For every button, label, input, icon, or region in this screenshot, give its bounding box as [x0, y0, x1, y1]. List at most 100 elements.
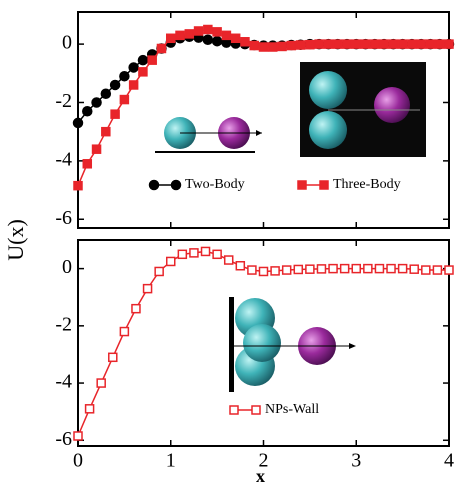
figure: -6-4-20U(x)Two-BodyThree-Body-6-4-200123…: [0, 0, 456, 485]
point: [111, 110, 119, 118]
point: [185, 30, 193, 38]
point: [213, 37, 222, 46]
point: [399, 265, 407, 273]
point: [120, 96, 128, 104]
point: [203, 35, 212, 44]
point: [120, 72, 129, 81]
point: [294, 265, 302, 273]
point: [341, 265, 349, 273]
point: [408, 40, 416, 48]
point: [92, 98, 101, 107]
inset-three-body: [300, 62, 426, 157]
point: [157, 44, 165, 52]
legend-label: Two-Body: [185, 177, 245, 192]
point: [213, 28, 221, 36]
point: [195, 27, 203, 35]
point: [236, 262, 244, 270]
y-tick-label: -2: [55, 90, 72, 112]
point: [83, 160, 91, 168]
point: [225, 256, 233, 264]
point: [74, 182, 82, 190]
point: [436, 40, 444, 48]
y-tick-label: -4: [55, 148, 72, 170]
point: [352, 265, 360, 273]
point: [101, 89, 110, 98]
point: [252, 406, 260, 414]
point: [352, 40, 360, 48]
point: [202, 247, 210, 255]
y-tick-label: -4: [55, 371, 72, 393]
point: [204, 26, 212, 34]
point: [83, 107, 92, 116]
point: [74, 432, 82, 440]
point: [167, 34, 175, 42]
point: [297, 41, 305, 49]
point: [102, 128, 110, 136]
x-axis-label: x: [256, 466, 265, 485]
point: [375, 265, 383, 273]
x-tick-label: 1: [166, 450, 176, 472]
point: [155, 267, 163, 275]
point: [389, 40, 397, 48]
point: [287, 42, 295, 50]
point: [120, 328, 128, 336]
point: [232, 34, 240, 42]
y-tick-label: -6: [55, 207, 72, 229]
point: [230, 406, 238, 414]
x-tick-label: 4: [444, 450, 454, 472]
point: [283, 266, 291, 274]
point: [260, 43, 268, 51]
point: [278, 42, 286, 50]
y-axis-label: U(x): [3, 219, 28, 261]
y-tick-label: 0: [62, 32, 72, 54]
point: [148, 56, 156, 64]
point: [317, 265, 325, 273]
point: [422, 266, 430, 274]
point: [315, 40, 323, 48]
point: [426, 40, 434, 48]
y-tick-label: 0: [62, 256, 72, 278]
point: [176, 31, 184, 39]
point: [138, 56, 147, 65]
point: [190, 249, 198, 257]
point: [167, 257, 175, 265]
point: [250, 42, 258, 50]
point: [150, 181, 159, 190]
x-tick-label: 3: [351, 450, 361, 472]
point: [329, 265, 337, 273]
point: [248, 266, 256, 274]
point: [130, 81, 138, 89]
point: [271, 267, 279, 275]
point: [139, 68, 147, 76]
point: [298, 181, 306, 189]
point: [86, 405, 94, 413]
point: [306, 265, 314, 273]
point: [306, 41, 314, 49]
point: [445, 266, 453, 274]
point: [433, 266, 441, 274]
point: [399, 40, 407, 48]
point: [93, 145, 101, 153]
point: [111, 80, 120, 89]
point: [362, 40, 370, 48]
point: [371, 40, 379, 48]
point: [445, 40, 453, 48]
point: [213, 250, 221, 258]
point: [129, 63, 138, 72]
legend-label: NPs-Wall: [265, 402, 319, 417]
point: [178, 250, 186, 258]
point: [97, 379, 105, 387]
point: [132, 305, 140, 313]
inset-nps-wall: [229, 297, 356, 392]
point: [343, 40, 351, 48]
point: [222, 31, 230, 39]
point: [387, 265, 395, 273]
point: [172, 181, 181, 190]
point: [74, 118, 83, 127]
point: [364, 265, 372, 273]
point: [324, 40, 332, 48]
point: [320, 181, 328, 189]
point: [260, 267, 268, 275]
y-tick-label: -6: [55, 428, 72, 450]
point: [417, 40, 425, 48]
